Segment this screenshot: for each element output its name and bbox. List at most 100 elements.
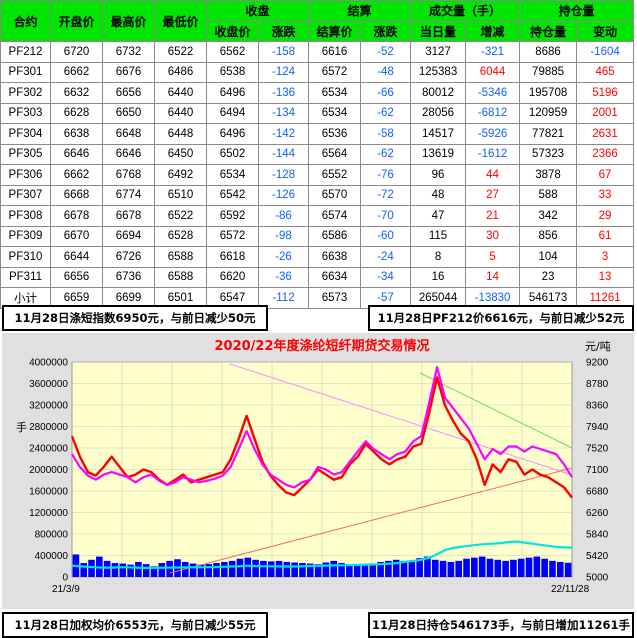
table-cell: 6632 [51,83,103,104]
header-close-change: 涨跌 [259,21,309,42]
table-cell: -48 [361,62,411,83]
volume-bar [526,558,533,577]
table-cell: 3878 [520,165,577,186]
table-row: PF310 6644 6726 6588 6618 -26 6638 -24 8 5 104 3 [1,247,634,268]
header-open: 开盘价 [51,1,103,42]
volume-bar [409,562,416,577]
table-row: PF301 6662 6676 6486 6538 -124 6572 -48 125383 60… [1,62,634,83]
table-cell: 6562 [207,42,259,63]
table-cell: 16 [411,267,466,288]
table-cell: 6494 [207,103,259,124]
left-tick-label: 2400000 [29,444,68,455]
table-cell: -58 [361,124,411,145]
table-cell: -6812 [466,103,520,124]
table-cell: 115 [411,226,466,247]
table-cell: 3 [577,247,634,268]
table-cell: 6552 [309,165,361,186]
header-high: 最高价 [103,1,155,42]
right-axis-unit: 元/吨 [585,340,611,353]
table-row: PF305 6646 6646 6450 6502 -144 6564 -62 13619 -16… [1,144,634,165]
volume-bar [487,559,494,577]
table-cell: 6620 [207,267,259,288]
table-cell: 6448 [155,124,207,145]
table-cell: -124 [259,62,309,83]
table-cell: 21 [466,206,520,227]
table-cell: 6634 [309,267,361,288]
volume-bar [119,564,126,577]
table-cell: -26 [259,247,309,268]
banner-open-interest: 11月28日持仓546173手，与前日增加11261手 [368,612,634,638]
right-tick-label: 7100 [586,465,609,476]
left-tick-label: 0 [62,573,68,584]
left-tick-label: 800000 [35,530,69,541]
left-tick-label: 2000000 [29,465,68,476]
left-tick-label: 1200000 [29,508,68,519]
left-tick-label: 400000 [35,551,69,562]
table-cell: 588 [520,185,577,206]
header-oi-change: 变动 [577,21,634,42]
table-cell: 79885 [520,62,577,83]
table-cell: 6522 [155,206,207,227]
volume-bar [432,560,439,577]
left-tick-label: 1600000 [29,487,68,498]
volume-bar [237,559,244,577]
volume-bar [221,562,228,577]
table-cell: 6492 [155,165,207,186]
table-cell: 14 [466,267,520,288]
table-cell: -5926 [466,124,520,145]
right-tick-label: 6680 [586,487,609,498]
contract-cell: PF309 [1,226,51,247]
table-cell: 6732 [103,42,155,63]
table-cell: 6650 [103,103,155,124]
volume-bar [244,558,251,577]
volume-bar [510,560,517,577]
header-close-price: 收盘价 [207,21,259,42]
table-cell: 856 [520,226,577,247]
contract-cell: PF303 [1,103,51,124]
table-cell: -52 [361,42,411,63]
table-row: PF306 6662 6768 6492 6534 -128 6552 -76 96 44 3878… [1,165,634,186]
table-row: PF212 6720 6732 6522 6562 -158 6616 -52 3127 -321… [1,42,634,63]
contract-cell: PF302 [1,83,51,104]
table-cell: 6638 [51,124,103,145]
table-cell: -62 [361,144,411,165]
contract-cell: PF310 [1,247,51,268]
volume-bar [252,560,259,577]
header-settle-change: 涨跌 [361,21,411,42]
table-cell: 6774 [103,185,155,206]
header-row-1: 合约 开盘价 最高价 最低价 收盘 结算 成交量（手） 持仓量 [1,1,634,22]
volume-bar [284,562,291,577]
header-volume-change: 增减 [466,21,520,42]
table-cell: 6736 [103,267,155,288]
right-tick-label: 8360 [586,401,609,412]
table-cell: 6720 [51,42,103,63]
table-cell: 27 [466,185,520,206]
left-axis-unit: 手 [16,420,27,434]
table-cell: 23 [520,267,577,288]
table-cell: 6044 [466,62,520,83]
table-cell: 6510 [155,185,207,206]
table-cell: 3127 [411,42,466,63]
table-cell: 120959 [520,103,577,124]
table-cell: 6574 [309,206,361,227]
table-cell: 6646 [103,144,155,165]
table-cell: -98 [259,226,309,247]
volume-bar [135,562,142,577]
table-row: PF307 6668 6774 6510 6542 -126 6570 -72 48 27 588 3… [1,185,634,206]
table-row: PF303 6628 6650 6440 6494 -134 6534 -62 28056 -68… [1,103,634,124]
table-cell: 6668 [51,185,103,206]
table-cell: 195708 [520,83,577,104]
table-cell: 6572 [207,226,259,247]
volume-bar [557,562,564,577]
volume-bar [463,559,470,577]
table-cell: -128 [259,165,309,186]
volume-bar [166,561,173,577]
header-settle-price: 结算价 [309,21,361,42]
table-cell: 6662 [51,62,103,83]
volume-bar [268,561,275,577]
volume-bar [112,563,119,577]
table-cell: 8686 [520,42,577,63]
volume-bar [565,563,572,577]
table-cell: 6564 [309,144,361,165]
table-cell: 6496 [207,83,259,104]
